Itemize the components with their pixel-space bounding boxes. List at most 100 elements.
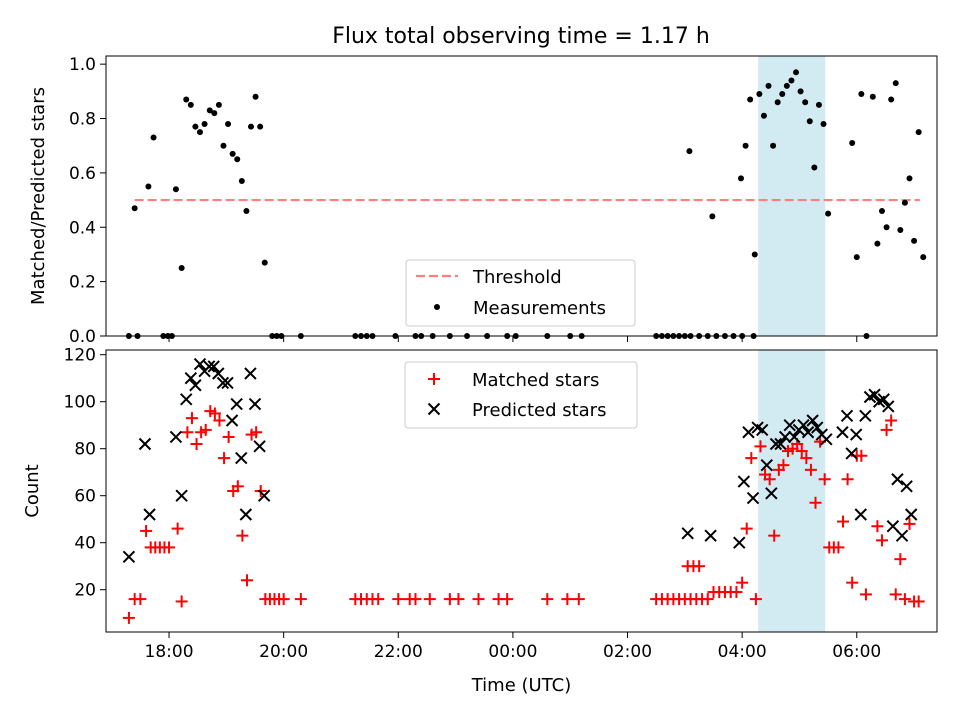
- predicted-point: [193, 357, 207, 371]
- measurement-point: [178, 265, 185, 272]
- measurement-point: [825, 210, 832, 217]
- matched-point: [409, 593, 422, 606]
- measurement-point: [192, 123, 199, 130]
- measurement-point: [874, 240, 881, 247]
- predicted-point: [840, 409, 854, 423]
- matched-point: [763, 473, 776, 486]
- matched-point: [277, 593, 290, 606]
- predicted-point: [859, 409, 872, 423]
- measurement-point: [802, 99, 809, 106]
- count-x-tick-label: 02:00: [603, 642, 652, 662]
- count-x-tick-label: 06:00: [832, 642, 881, 662]
- measurement-point: [131, 205, 138, 212]
- matched-point: [855, 449, 868, 462]
- matched-point: [218, 452, 231, 465]
- matched-point: [541, 593, 554, 606]
- ratio-y-axis: 0.0 0.2 0.4 0.6 0.8 1.0: [69, 55, 106, 347]
- measurement-point: [915, 129, 922, 136]
- count-legend-box: [404, 361, 638, 429]
- measurement-point: [897, 226, 904, 233]
- matched-point: [730, 586, 743, 599]
- matched-point: [880, 423, 893, 436]
- count-x-tick-label: 18:00: [145, 642, 194, 662]
- measurement-point: [906, 175, 913, 182]
- predicted-point: [704, 529, 717, 542]
- measurement-point: [206, 107, 213, 114]
- ratio-y-tick-label: 1.0: [69, 55, 96, 75]
- matched-point: [832, 541, 845, 554]
- predicted-point: [820, 433, 833, 446]
- matched-point: [501, 593, 514, 606]
- legend-measurements-swatch: [434, 304, 440, 310]
- count-y-axis: 20 40 60 80 100 120: [64, 346, 106, 601]
- predicted-point: [778, 430, 792, 444]
- matched-point: [871, 520, 884, 533]
- predicted-point: [849, 428, 863, 441]
- measurement-point: [751, 251, 758, 258]
- count-x-tick-label: 22:00: [374, 642, 423, 662]
- predicted-point: [797, 418, 810, 432]
- measurement-point: [709, 213, 716, 220]
- predicted-point: [257, 489, 271, 502]
- predicted-point: [783, 418, 796, 432]
- matched-point: [175, 595, 188, 608]
- matched-point: [768, 529, 781, 542]
- measurement-point: [215, 101, 222, 108]
- measurement-points: [125, 69, 927, 339]
- measurement-point: [229, 150, 236, 157]
- measurement-point: [869, 93, 876, 100]
- measurement-point: [820, 120, 827, 127]
- measurement-point: [737, 175, 744, 182]
- ratio-y-tick-label: 0.6: [69, 164, 96, 184]
- measurement-point: [901, 199, 908, 206]
- measurement-point: [774, 99, 781, 106]
- matched-point: [894, 553, 907, 566]
- ratio-y-tick-label: 0.8: [69, 110, 96, 130]
- legend-matched-label: Matched stars: [472, 370, 599, 391]
- matched-point: [190, 438, 203, 450]
- predicted-point: [769, 437, 783, 451]
- matched-point: [745, 452, 758, 465]
- measurement-point: [815, 101, 822, 108]
- matched-point: [231, 480, 244, 493]
- matched-point: [163, 541, 176, 554]
- ratio-y-tick-label: 0.4: [69, 218, 96, 238]
- matched-point: [134, 593, 147, 606]
- matched-point: [181, 426, 194, 439]
- count-y-tick-label: 120: [64, 346, 96, 366]
- measurement-point: [849, 139, 856, 146]
- predicted-point: [765, 487, 778, 500]
- matched-point: [777, 459, 790, 472]
- measurement-point: [238, 178, 245, 185]
- measurement-point: [858, 91, 865, 98]
- predicted-point: [733, 536, 746, 549]
- measurement-point: [686, 148, 693, 155]
- measurement-point: [196, 129, 203, 136]
- predicted-point: [253, 440, 266, 453]
- measurement-point: [779, 91, 786, 98]
- matched-point: [754, 440, 767, 453]
- predicted-point: [806, 414, 819, 427]
- measurement-point: [756, 91, 763, 98]
- matched-point: [294, 593, 307, 606]
- measurement-point: [201, 120, 208, 127]
- measurement-point: [150, 134, 157, 141]
- measurement-point: [257, 123, 264, 130]
- matched-point: [693, 560, 706, 573]
- measurement-point: [261, 259, 268, 266]
- count-y-label: Count: [22, 464, 43, 517]
- matched-point: [236, 529, 249, 542]
- matched-point: [749, 593, 762, 606]
- matched-point: [804, 463, 817, 476]
- legend-threshold-label: Threshold: [472, 267, 562, 288]
- measurement-point: [892, 80, 899, 87]
- predicted-point: [854, 508, 867, 521]
- predicted-point: [811, 421, 824, 434]
- matched-point: [795, 445, 808, 458]
- predicted-point: [189, 379, 202, 392]
- matched-point: [837, 515, 850, 528]
- count-x-axis: 18:00 20:00 22:00 00:00 02:00 04:00 06:00: [145, 632, 881, 662]
- predicted-point: [681, 527, 694, 540]
- predicted-point: [746, 491, 760, 505]
